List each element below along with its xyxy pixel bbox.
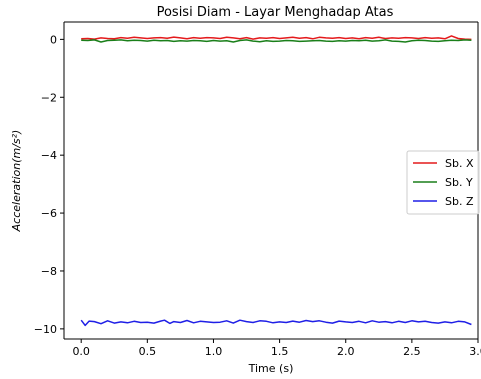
series-layer: [80, 35, 472, 327]
x-tick-label: 2.5: [403, 345, 421, 358]
y-axis-label: Acceleration(m/s²): [10, 130, 23, 233]
series-line: [81, 35, 472, 41]
x-tick-label: 1.5: [271, 345, 289, 358]
x-axis-label: Time (s): [248, 362, 294, 375]
x-tick-label: 0.0: [72, 345, 90, 358]
x-tick-label: 3.0: [469, 345, 481, 358]
legend-box: [406, 150, 480, 215]
y-axis-label-main: Acceleration: [10, 163, 23, 233]
y-tick-label: −4: [41, 149, 57, 162]
legend-label: Sb. Y: [445, 176, 473, 189]
y-tick-label: −2: [41, 91, 57, 104]
y-tick-label: −8: [41, 265, 57, 278]
legend-label: Sb. X: [445, 157, 474, 170]
x-tick-label: 0.5: [139, 345, 157, 358]
series-line: [81, 39, 472, 43]
x-tick-label: 1.0: [205, 345, 223, 358]
legend-label: Sb. Z: [445, 195, 474, 208]
x-axis-ticks: 0.0 0.5 1.0 1.5 2.0 2.5 3.0: [72, 339, 481, 358]
x-tick-label: 2.0: [337, 345, 355, 358]
series-line: [80, 319, 472, 327]
y-tick-label: −6: [41, 207, 57, 220]
legend: Sb. X Sb. Y Sb. Z: [406, 150, 480, 215]
chart-title: Posisi Diam - Layar Menghadap Atas: [157, 5, 394, 20]
y-tick-label: −10: [34, 323, 57, 336]
y-axis-ticks: 0 −2 −4 −6 −8 −10: [34, 33, 64, 336]
y-axis-label-unit: (m/s²): [10, 130, 23, 163]
y-tick-label: 0: [50, 33, 57, 46]
